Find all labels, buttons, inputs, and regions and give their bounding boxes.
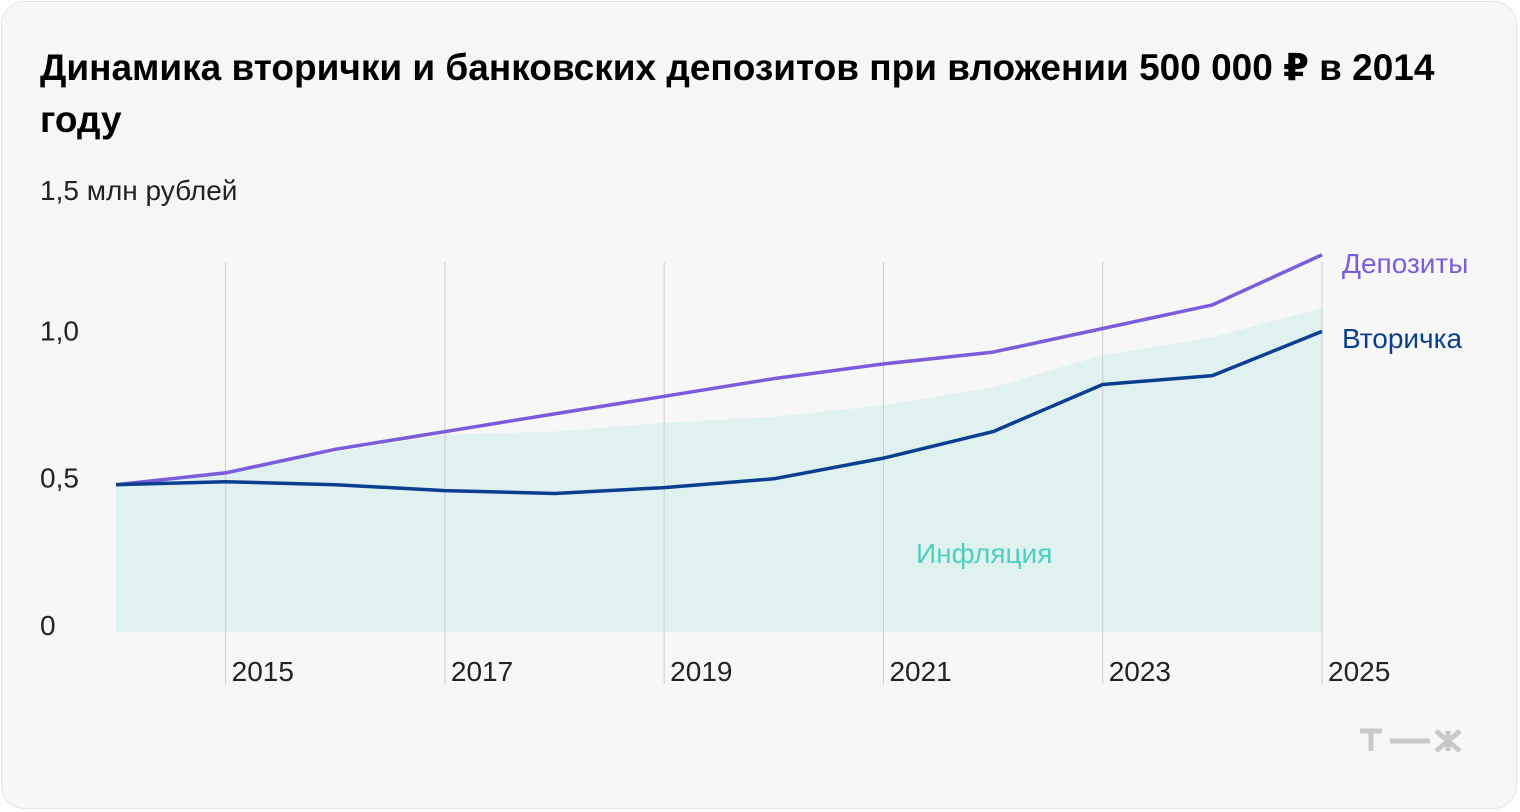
x-tick-2025: 2025 [1328, 656, 1390, 687]
y-tick-0: 0 [40, 610, 56, 641]
legend-secondary: Вторичка [1342, 323, 1462, 354]
y-tick-1,0: 1,0 [40, 315, 79, 346]
y-tick-0,5: 0,5 [40, 463, 79, 494]
legend-deposits: Депозиты [1342, 248, 1468, 279]
x-tick-2019: 2019 [670, 656, 732, 687]
secondary-line [115, 329, 1323, 496]
chart-title: Динамика вторички и банковских депозитов… [40, 47, 1435, 140]
x-tick-2015: 2015 [232, 656, 294, 687]
deposits-line [115, 253, 1323, 487]
x-tick-2017: 2017 [451, 656, 513, 687]
y-tick-labels: 0 0,5 1,0 [40, 315, 79, 641]
brand-logo [1360, 728, 1480, 759]
y-unit-label: 1,5 млн рублей [40, 175, 237, 206]
x-tick-labels: 2015 2017 2019 2021 2023 2025 [232, 656, 1391, 687]
legend-inflation: Инфляция [916, 538, 1052, 569]
x-tick-2023: 2023 [1109, 656, 1171, 687]
grid-lines [225, 262, 1323, 684]
x-tick-2021: 2021 [889, 656, 951, 687]
inflation-area [116, 307, 1322, 632]
